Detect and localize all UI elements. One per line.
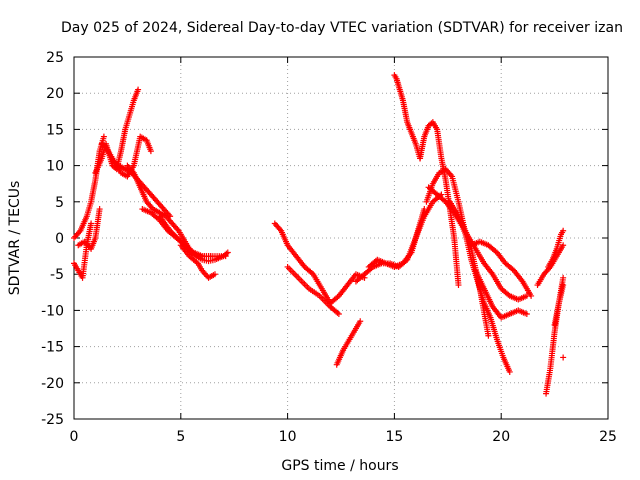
series-arc-3 [75, 206, 103, 252]
data-point [211, 271, 218, 278]
x-tick-label: 5 [176, 429, 185, 445]
y-tick-label: 20 [46, 86, 64, 102]
data-point [523, 311, 530, 318]
data-point [560, 242, 567, 249]
series-arc-11 [271, 220, 368, 307]
data-point [455, 282, 462, 289]
y-tick-label: 0 [55, 231, 64, 247]
series-arc-6 [109, 158, 174, 220]
data-point [335, 311, 342, 318]
x-tick-label: 10 [279, 429, 297, 445]
data-points [71, 72, 567, 397]
series-arc-23 [534, 242, 567, 289]
data-point [100, 133, 107, 140]
series-arc-16 [391, 72, 424, 162]
series-arc-4 [92, 86, 142, 176]
y-axis-label: SDTVAR / TECUs [7, 181, 23, 296]
data-point [560, 354, 567, 361]
series-arc-21 [468, 238, 535, 299]
data-point [88, 220, 95, 227]
data-point [485, 332, 492, 339]
series-arc-12 [284, 263, 342, 318]
x-axis-label: GPS time / hours [281, 458, 398, 474]
chart-title: Day 025 of 2024, Sidereal Day-to-day VTE… [61, 20, 623, 36]
y-tick-label: 25 [46, 50, 64, 66]
y-tick-label: 5 [55, 195, 64, 211]
y-tick-label: -25 [41, 412, 64, 428]
x-axis: 0 5 10 15 20 25 [70, 57, 617, 445]
y-tick-label: 15 [46, 122, 64, 138]
y-tick-label: -10 [41, 303, 64, 319]
x-tick-label: 0 [70, 429, 79, 445]
data-point [147, 148, 154, 155]
y-tick-label: -20 [41, 376, 64, 392]
data-point [560, 274, 567, 281]
series-arc-15 [365, 206, 428, 270]
y-axis: -25 -20 -15 -10 -5 0 5 10 15 20 25 [41, 50, 608, 428]
grid-layer [74, 57, 608, 419]
series-arc-17 [417, 119, 462, 289]
x-tick-label: 20 [492, 429, 510, 445]
data-point [421, 206, 428, 213]
y-tick-label: 10 [46, 159, 64, 175]
data-point [560, 282, 567, 289]
series-arc-13 [333, 318, 364, 368]
data-point [96, 206, 103, 213]
x-tick-label: 25 [599, 429, 617, 445]
data-point [357, 318, 364, 325]
data-point [528, 292, 535, 299]
y-tick-label: -15 [41, 340, 64, 356]
series-arc-22 [472, 267, 530, 321]
data-point [560, 227, 567, 234]
series-stray [560, 354, 567, 361]
series-arc-25 [545, 227, 567, 270]
series-arc-9 [156, 213, 231, 265]
series-arc-10 [177, 242, 218, 281]
data-point [135, 86, 142, 93]
data-point [506, 368, 513, 375]
x-tick-label: 15 [385, 429, 403, 445]
series-arc-20 [446, 198, 530, 303]
series-arc-26 [551, 282, 567, 328]
data-point [224, 249, 231, 256]
y-tick-label: -5 [50, 267, 64, 283]
